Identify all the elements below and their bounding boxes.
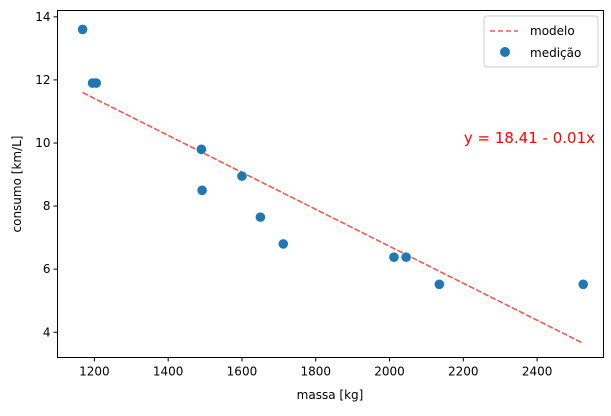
legend: modelo medição — [483, 15, 599, 68]
y-tick-label: 4 — [43, 325, 51, 339]
legend-box — [483, 15, 599, 68]
legend-modelo-label: modelo — [530, 24, 575, 38]
medicao-point — [77, 24, 88, 35]
x-tick-label: 2200 — [448, 365, 479, 379]
medicao-point — [197, 185, 207, 196]
medicao-point — [237, 171, 247, 181]
medicao-point — [196, 144, 207, 155]
medicao-point — [91, 78, 102, 88]
y-tick-label: 12 — [35, 73, 50, 87]
x-tick-label: 2400 — [522, 365, 553, 379]
y-axis-label: consumo [km/L] — [10, 136, 24, 233]
x-axis-label: massa [kg] — [297, 388, 364, 402]
x-tick-label: 1200 — [79, 365, 110, 379]
x-tick-label: 2000 — [374, 365, 405, 379]
medicao-point — [389, 252, 399, 262]
legend-medicao-swatch — [500, 47, 510, 57]
medicao-point — [278, 239, 289, 249]
y-tick-label: 10 — [35, 136, 50, 150]
series-layer — [77, 24, 589, 345]
x-axis: 1200 1400 1600 1800 2000 2200 2400 — [79, 357, 553, 379]
medicao-point — [401, 252, 411, 262]
medicao-point — [434, 279, 445, 290]
modelo-regression-line — [82, 91, 584, 345]
x-tick-label: 1600 — [227, 365, 258, 379]
x-tick-label: 1800 — [300, 365, 331, 379]
legend-medicao-label: medição — [530, 46, 581, 60]
medicao-point — [255, 212, 266, 222]
plot-frame — [57, 10, 604, 358]
y-tick-label: 8 — [43, 199, 51, 213]
y-axis: 4 6 8 10 12 14 — [35, 10, 58, 339]
y-tick-label: 6 — [43, 262, 51, 276]
x-tick-label: 1400 — [153, 365, 184, 379]
regression-equation-annotation: y = 18.41 - 0.01x — [464, 129, 595, 147]
y-tick-label: 14 — [35, 10, 50, 24]
medicao-point — [578, 279, 589, 290]
